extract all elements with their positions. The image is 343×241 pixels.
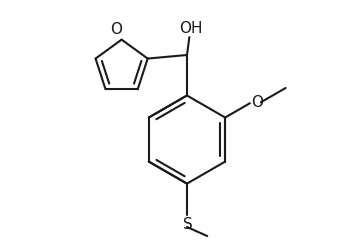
Text: O: O bbox=[110, 22, 122, 37]
Text: O: O bbox=[251, 95, 263, 110]
Text: S: S bbox=[182, 216, 192, 232]
Text: OH: OH bbox=[179, 21, 202, 36]
